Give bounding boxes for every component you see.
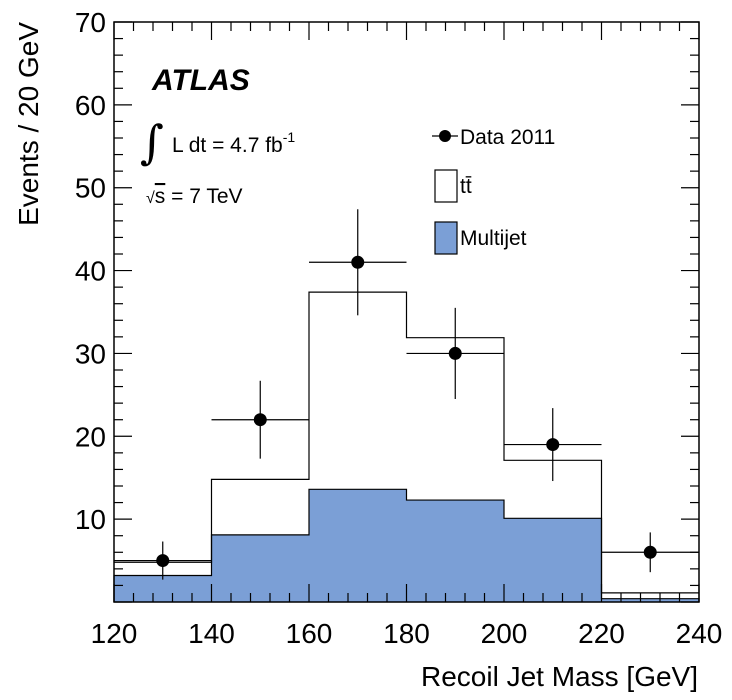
legend-ttbar-swatch [434, 169, 458, 203]
data-point [601, 532, 699, 573]
y-tick-label: 50 [75, 173, 106, 204]
data-marker [253, 413, 267, 427]
data-point [406, 307, 504, 399]
data-point [309, 209, 407, 316]
y-tick-label: 20 [75, 421, 106, 452]
y-tick-label: 70 [75, 7, 106, 38]
multijet-bar [504, 518, 602, 602]
x-tick-labels: 120 140 160 180 200 220 240 [91, 618, 723, 649]
data-point [504, 408, 602, 482]
energy-label: √s = 7 TeV [146, 185, 243, 208]
y-tick-labels: 10 20 30 40 50 60 70 [75, 7, 106, 535]
x-tick-label: 140 [188, 618, 235, 649]
y-axis-title: Events / 20 GeV [13, 22, 44, 226]
legend-data-label: Data 2011 [460, 126, 555, 149]
data-points [114, 209, 699, 580]
multijet-histogram [113, 488, 700, 602]
multijet-bar [406, 500, 504, 602]
y-tick-label: 60 [75, 90, 106, 121]
x-axis-title: Recoil Jet Mass [GeV] [421, 661, 698, 692]
multijet-bar [309, 489, 407, 602]
legend-multijet-swatch [434, 221, 458, 255]
legend-multijet-label: Multijet [460, 227, 527, 250]
x-tick-label: 180 [383, 618, 430, 649]
multijet-bar [601, 598, 699, 602]
data-marker [546, 438, 560, 452]
legend-data-marker [439, 130, 451, 142]
x-tick-label: 220 [578, 618, 625, 649]
legend-entry-ttbar: tt̄ [434, 169, 472, 203]
integral-sign: ∫ [140, 115, 164, 169]
data-marker [643, 545, 657, 559]
x-tick-label: 240 [676, 618, 723, 649]
ttbar-histogram [114, 291, 699, 594]
luminosity-label: L dt = 4.7 fb-1 [172, 129, 295, 157]
legend-entry-multijet: Multijet [434, 221, 527, 255]
data-marker [448, 346, 462, 360]
x-tick-label: 120 [91, 618, 138, 649]
data-point [114, 541, 212, 580]
legend-ttbar-label: tt̄ [460, 175, 472, 198]
data-marker [351, 255, 365, 269]
atlas-label: ATLAS [151, 64, 250, 97]
axis-ticks [113, 21, 700, 603]
multijet-bar [114, 575, 212, 602]
x-tick-label: 160 [286, 618, 333, 649]
multijet-bar [211, 534, 309, 602]
legend: Data 2011 tt̄ Multijet [432, 126, 555, 255]
y-tick-label: 40 [75, 256, 106, 287]
legend-entry-data: Data 2011 [432, 126, 555, 149]
data-marker [156, 554, 170, 568]
ttbar-outline [114, 291, 699, 594]
x-tick-label: 200 [481, 618, 528, 649]
y-tick-label: 30 [75, 338, 106, 369]
data-point [211, 380, 309, 459]
y-tick-label: 10 [75, 504, 106, 535]
